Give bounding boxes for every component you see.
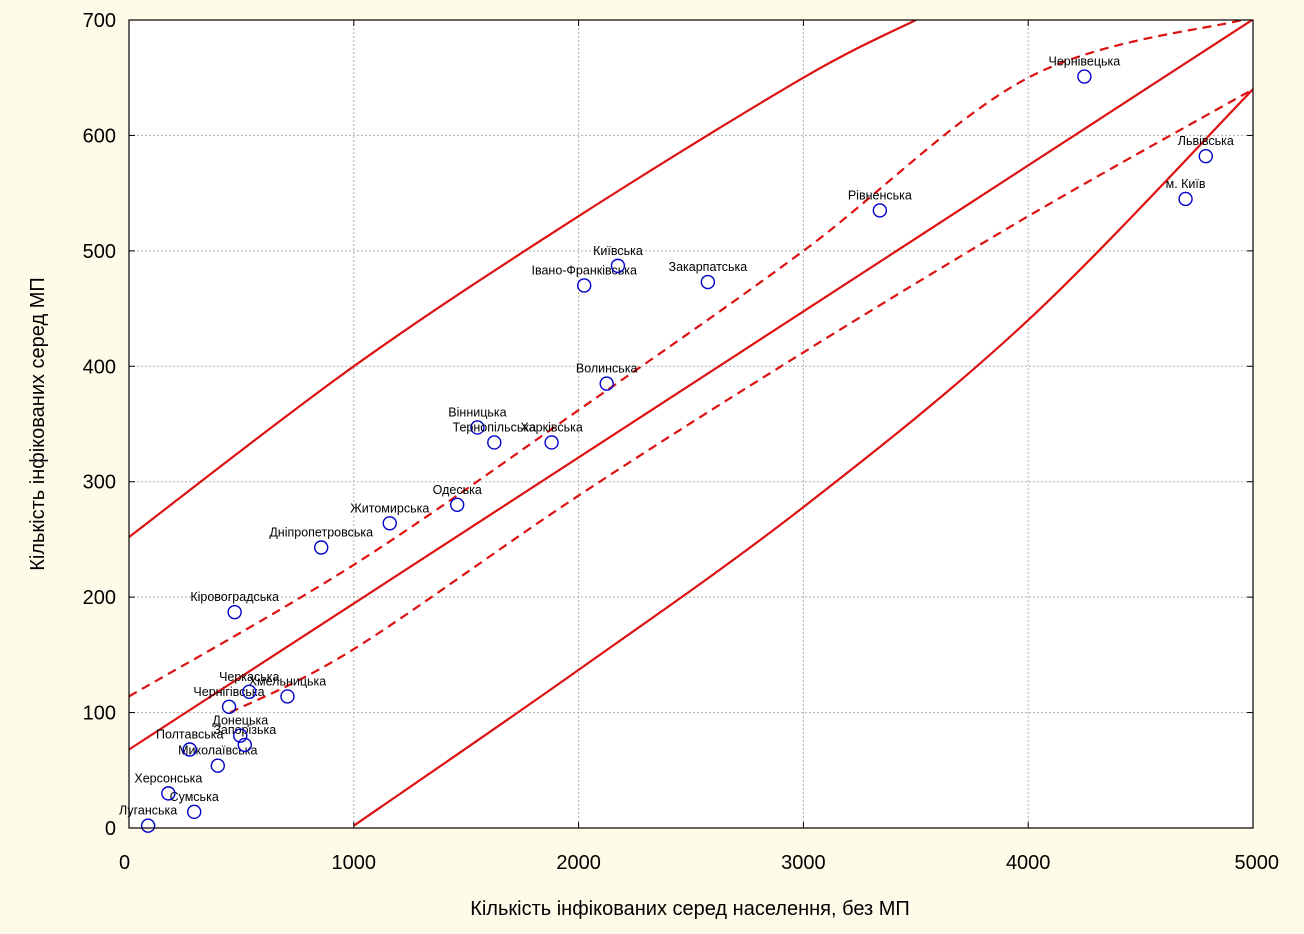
point-label: Черкаська bbox=[219, 670, 279, 684]
regression-bands bbox=[129, 20, 1253, 827]
data-point bbox=[450, 497, 465, 512]
confidence-band-lower bbox=[229, 88, 1253, 714]
y-tick-label: 500 bbox=[83, 241, 116, 263]
data-point bbox=[233, 728, 248, 743]
point-label: Рівненська bbox=[848, 188, 912, 202]
data-point bbox=[242, 684, 257, 699]
point-label: Донецька bbox=[212, 714, 268, 728]
data-point bbox=[280, 689, 295, 704]
x-tick-label: 2000 bbox=[556, 852, 601, 874]
x-tick-label: 3000 bbox=[781, 852, 826, 874]
prediction-band-lower bbox=[353, 88, 1253, 827]
y-tick-label: 300 bbox=[83, 472, 116, 494]
x-axis-label: Кількість інфікованих серед населення, б… bbox=[470, 898, 910, 920]
data-point bbox=[140, 818, 156, 833]
point-label: Львівська bbox=[1178, 134, 1234, 148]
x-tick-label: 5000 bbox=[1235, 852, 1280, 874]
point-label: Херсонська bbox=[134, 771, 202, 785]
data-point bbox=[314, 540, 329, 555]
x-tick-label: 0 bbox=[119, 852, 130, 874]
point-label: Одеська bbox=[433, 483, 482, 497]
data-point bbox=[161, 786, 176, 801]
point-label: Запорізька bbox=[213, 723, 276, 737]
y-tick-label: 700 bbox=[83, 10, 116, 32]
x-tick-label: 4000 bbox=[1006, 852, 1051, 874]
data-point bbox=[1077, 69, 1092, 84]
confidence-band-upper bbox=[129, 20, 1243, 698]
point-label: Київська bbox=[593, 244, 643, 258]
point-label: Харківська bbox=[520, 420, 582, 434]
data-point bbox=[221, 699, 237, 714]
point-label: Кіровоградська bbox=[190, 590, 279, 604]
data-point bbox=[544, 435, 559, 450]
point-label: Чернігівська bbox=[193, 685, 264, 699]
point-label: Волинська bbox=[576, 362, 638, 376]
data-point bbox=[1198, 149, 1213, 164]
point-label: Вінницька bbox=[448, 405, 506, 419]
data-point bbox=[610, 258, 626, 274]
point-label: Миколаївська bbox=[178, 744, 257, 758]
y-axis-label: Кількість інфікованих серед МП bbox=[27, 277, 49, 571]
plot-frame bbox=[128, 19, 1254, 829]
point-label: Дніпропетровська bbox=[269, 526, 373, 540]
grid bbox=[129, 20, 1253, 828]
point-label: Сумська bbox=[170, 790, 219, 804]
x-tick-label: 1000 bbox=[332, 852, 377, 874]
point-label: Закарпатська bbox=[669, 260, 748, 274]
point-label: Івано-Франківська bbox=[531, 263, 637, 277]
regression-line bbox=[129, 20, 1253, 751]
data-point bbox=[577, 278, 592, 293]
point-label: Тернопільська bbox=[453, 420, 537, 434]
data-point bbox=[227, 604, 242, 620]
y-tick-label: 100 bbox=[83, 703, 116, 725]
y-tick-label: 0 bbox=[105, 818, 116, 840]
data-point bbox=[182, 742, 197, 757]
point-label: Чернівецька bbox=[1049, 55, 1121, 69]
data-point bbox=[382, 516, 397, 531]
point-label: Луганська bbox=[119, 804, 177, 818]
data-point bbox=[599, 376, 614, 391]
data-point bbox=[700, 274, 716, 290]
point-label: Житомирська bbox=[350, 501, 429, 515]
point-label: Хмельницька bbox=[249, 674, 327, 688]
data-point bbox=[1178, 191, 1193, 207]
y-tick-label: 200 bbox=[83, 587, 116, 609]
prediction-band-upper bbox=[129, 20, 917, 538]
axis-ticks: 0 1000 2000 3000 4000 5000 0 100 200 300 400 500 600… bbox=[83, 10, 1279, 874]
data-point bbox=[872, 203, 888, 218]
point-label: м. Київ bbox=[1166, 177, 1206, 191]
data-point bbox=[210, 758, 225, 773]
data-point bbox=[487, 435, 502, 450]
point-label: Полтавська bbox=[156, 728, 223, 742]
data-point bbox=[186, 804, 202, 820]
y-tick-label: 400 bbox=[83, 356, 116, 378]
data-point bbox=[470, 420, 485, 435]
data-point bbox=[237, 737, 252, 753]
y-tick-label: 600 bbox=[83, 125, 116, 147]
